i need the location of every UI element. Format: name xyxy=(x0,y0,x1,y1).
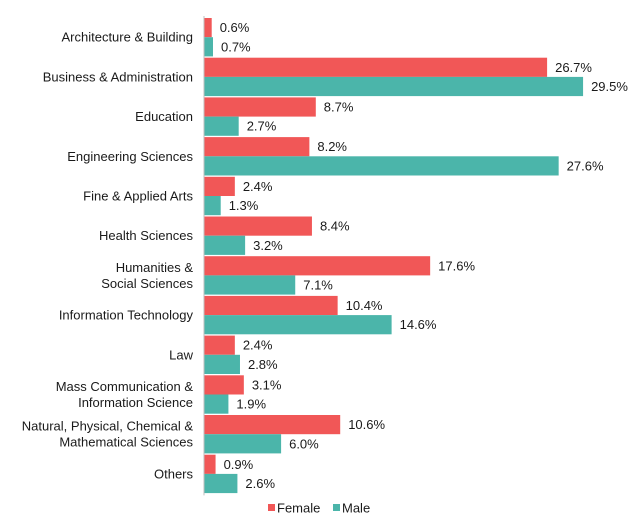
bar-male-fine-applied-arts xyxy=(204,196,221,216)
labels-layer: Architecture & Building 0.6% 0.7% Business … xyxy=(22,20,629,491)
category-label-law: Law xyxy=(169,347,193,362)
bar-female-fine-applied-arts xyxy=(204,176,235,196)
data-label-male-fine-applied-arts: 1.3% xyxy=(229,198,259,213)
category-label-natural-physical-chemical-mathematical-sciences: Natural, Physical, Chemical & Mathematica… xyxy=(22,419,194,450)
data-label-female-fine-applied-arts: 2.4% xyxy=(243,179,273,194)
category-label-mass-communication-information-science: Mass Communication & Information Science xyxy=(56,379,194,410)
category-label-line: Engineering Sciences xyxy=(67,149,193,164)
data-label-female-education: 8.7% xyxy=(324,100,354,115)
data-label-female-law: 2.4% xyxy=(243,338,273,353)
category-label-line: Social Sciences xyxy=(101,276,193,291)
data-label-male-others: 2.6% xyxy=(245,476,275,491)
category-label-line: Law xyxy=(169,347,193,362)
bar-male-engineering-sciences xyxy=(204,156,559,176)
data-label-male-health-sciences: 3.2% xyxy=(253,238,283,253)
category-label-line: Education xyxy=(135,109,193,124)
bar-female-information-technology xyxy=(204,295,338,316)
bar-female-natural-physical-chemical-mathematical-sciences xyxy=(204,415,341,435)
category-label-line: Others xyxy=(154,466,194,481)
data-label-female-natural-physical-chemical-mathematical-sciences: 10.6% xyxy=(348,417,385,432)
legend-label-female: Female xyxy=(277,501,320,516)
bar-female-mass-communication-information-science xyxy=(204,375,244,395)
data-label-female-engineering-sciences: 8.2% xyxy=(317,139,347,154)
category-label-information-technology: Information Technology xyxy=(59,308,194,323)
category-label-humanities-social-sciences: Humanities & Social Sciences xyxy=(101,260,193,291)
data-label-male-education: 2.7% xyxy=(247,119,277,134)
data-label-male-humanities-social-sciences: 7.1% xyxy=(303,278,333,293)
bar-male-humanities-social-sciences xyxy=(204,275,296,295)
data-label-male-engineering-sciences: 27.6% xyxy=(567,158,604,173)
legend-label-male: Male xyxy=(342,501,370,516)
category-label-line: Natural, Physical, Chemical & xyxy=(22,419,194,434)
bar-male-information-technology xyxy=(204,315,392,335)
bar-female-education xyxy=(204,97,316,117)
category-label-line: Health Sciences xyxy=(99,228,193,243)
data-label-female-business-administration: 26.7% xyxy=(555,60,592,75)
data-label-male-information-technology: 14.6% xyxy=(400,317,437,332)
category-label-line: Mass Communication & xyxy=(56,379,194,394)
data-label-male-business-administration: 29.5% xyxy=(591,79,628,94)
bar-male-mass-communication-information-science xyxy=(204,394,229,414)
data-label-female-health-sciences: 8.4% xyxy=(320,219,350,234)
data-label-female-mass-communication-information-science: 3.1% xyxy=(252,377,282,392)
bar-male-architecture-building xyxy=(204,37,213,57)
bar-male-law xyxy=(204,354,240,374)
data-label-female-architecture-building: 0.6% xyxy=(220,20,250,35)
category-label-education: Education xyxy=(135,109,193,124)
category-label-business-administration: Business & Administration xyxy=(43,69,193,84)
category-label-engineering-sciences: Engineering Sciences xyxy=(67,149,193,164)
category-label-health-sciences: Health Sciences xyxy=(99,228,193,243)
bar-female-architecture-building xyxy=(204,18,212,38)
category-label-line: Information Technology xyxy=(59,308,194,323)
bar-female-humanities-social-sciences xyxy=(204,256,431,276)
legend: Female Male xyxy=(268,501,370,516)
data-label-female-humanities-social-sciences: 17.6% xyxy=(438,258,475,273)
bar-female-business-administration xyxy=(204,57,548,77)
category-label-line: Fine & Applied Arts xyxy=(83,189,193,204)
data-label-male-law: 2.8% xyxy=(248,357,278,372)
category-label-others: Others xyxy=(154,466,194,481)
category-label-line: Information Science xyxy=(78,395,193,410)
data-label-male-architecture-building: 0.7% xyxy=(221,39,251,54)
legend-swatch-female xyxy=(268,504,275,511)
category-label-architecture-building: Architecture & Building xyxy=(61,30,193,45)
category-label-line: Architecture & Building xyxy=(61,30,193,45)
category-label-line: Mathematical Sciences xyxy=(59,435,193,450)
bar-female-health-sciences xyxy=(204,216,312,236)
data-label-male-natural-physical-chemical-mathematical-sciences: 6.0% xyxy=(289,436,319,451)
bar-female-others xyxy=(204,454,216,474)
bar-male-business-administration xyxy=(204,76,584,97)
bar-female-law xyxy=(204,335,235,355)
bar-male-education xyxy=(204,116,239,136)
bars-layer xyxy=(204,18,584,494)
category-label-line: Business & Administration xyxy=(43,69,193,84)
bar-female-engineering-sciences xyxy=(204,137,310,157)
bar-male-health-sciences xyxy=(204,235,246,255)
legend-swatch-male xyxy=(333,504,340,511)
data-label-male-mass-communication-information-science: 1.9% xyxy=(236,397,266,412)
bar-male-others xyxy=(204,473,238,494)
data-label-female-others: 0.9% xyxy=(224,457,254,472)
category-label-line: Humanities & xyxy=(116,260,194,275)
data-label-female-information-technology: 10.4% xyxy=(346,298,383,313)
bar-male-natural-physical-chemical-mathematical-sciences xyxy=(204,434,282,454)
category-label-fine-applied-arts: Fine & Applied Arts xyxy=(83,189,193,204)
